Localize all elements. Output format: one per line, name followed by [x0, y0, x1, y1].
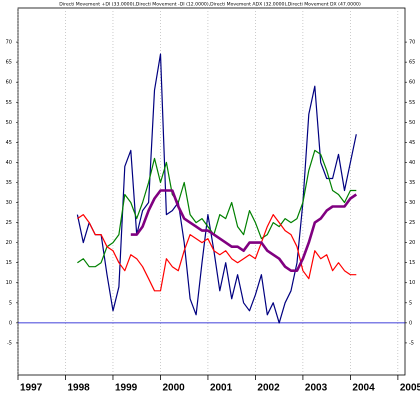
- x-tick-label: 2002: [257, 383, 280, 394]
- x-tick-label: 1998: [67, 383, 90, 394]
- series-line: [77, 214, 357, 292]
- y-tick-label: 5: [9, 300, 12, 306]
- y-tick-label-right: 15: [409, 260, 415, 266]
- y-tick-label-right: 40: [409, 160, 415, 166]
- y-tick-label-right: 20: [409, 240, 415, 246]
- y-tick-label: 70: [6, 40, 12, 46]
- y-tick-label-right: 25: [409, 220, 415, 226]
- x-tick-label: 2001: [210, 383, 233, 394]
- y-tick-label: 60: [6, 80, 12, 86]
- y-tick-label-right: 10: [409, 280, 415, 286]
- y-tick-label-right: 0: [409, 320, 412, 326]
- y-tick-label: 10: [6, 280, 12, 286]
- series-line: [76, 53, 357, 324]
- chart-title: Directi Movement +DI (33.0000),Directi M…: [59, 2, 361, 8]
- y-tick-label: 15: [6, 260, 12, 266]
- y-tick-label-right: 65: [409, 60, 415, 66]
- y-tick-label-right: 45: [409, 140, 415, 146]
- y-tick-label-right: 5: [409, 300, 412, 306]
- series-line: [77, 149, 357, 268]
- y-tick-label: 40: [6, 160, 12, 166]
- y-tick-label-right: 60: [409, 80, 415, 86]
- series-line: [130, 189, 358, 272]
- x-tick-label: 2004: [352, 383, 375, 394]
- y-tick-label: 65: [6, 60, 12, 66]
- x-tick-label: 1997: [20, 383, 43, 394]
- y-tick-label: 50: [6, 120, 12, 126]
- y-tick-label: 35: [6, 180, 12, 186]
- x-tick-label: 1999: [115, 383, 138, 394]
- y-tick-label: 20: [6, 240, 12, 246]
- y-tick-label-right: -5: [409, 340, 414, 346]
- y-tick-label-right: 55: [409, 100, 415, 106]
- y-tick-label-right: 70: [409, 40, 415, 46]
- y-tick-label: 55: [6, 100, 12, 106]
- y-tick-label: -5: [7, 340, 12, 346]
- x-tick-label: 2005: [400, 383, 420, 394]
- y-tick-label-right: 30: [409, 200, 415, 206]
- y-tick-label: 25: [6, 220, 12, 226]
- y-tick-label: 45: [6, 140, 12, 146]
- y-tick-label-right: 35: [409, 180, 415, 186]
- y-tick-label: 0: [9, 320, 12, 326]
- y-tick-label-right: 50: [409, 120, 415, 126]
- x-tick-label: 2000: [162, 383, 185, 394]
- x-tick-label: 2003: [305, 383, 328, 394]
- y-tick-label: 30: [6, 200, 12, 206]
